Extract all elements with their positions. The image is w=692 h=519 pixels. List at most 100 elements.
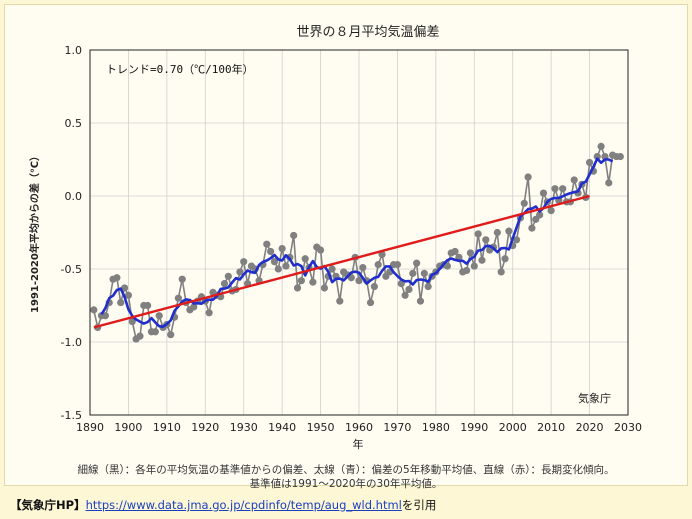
x-tick-label: 2010 (537, 421, 565, 434)
x-tick-label: 1930 (230, 421, 258, 434)
annual-data-point (290, 231, 298, 240)
annual-data-point (505, 227, 513, 235)
annual-data-point (297, 277, 305, 285)
x-tick-label: 1900 (114, 421, 142, 434)
x-tick-label: 1950 (307, 421, 335, 434)
annual-data-point (605, 179, 613, 187)
moving-average-line (100, 157, 614, 329)
annual-data-point (593, 152, 601, 161)
annual-data-point (359, 263, 367, 272)
data-marks (90, 142, 624, 343)
annual-data-point (236, 268, 244, 276)
annual-data-point (90, 306, 98, 314)
annual-data-point (397, 280, 405, 288)
caption-line-1: 細線（黒）：各年の平均気温の基準値からの偏差、太線（青）：偏差の5年移動平均値、… (77, 464, 615, 476)
annual-data-point (151, 328, 159, 336)
annual-data-point (224, 272, 232, 280)
annual-data-point (524, 173, 532, 181)
y-tick-label: -1.5 (61, 409, 82, 422)
annual-data-point (336, 297, 344, 305)
agency-mark: 気象庁 (578, 391, 611, 405)
annual-data-point (101, 312, 109, 320)
annual-data-point (493, 228, 501, 237)
annual-data-point (405, 285, 413, 294)
y-tick-label: -1.0 (61, 336, 82, 349)
annual-data-point (113, 274, 121, 282)
annual-data-point (320, 284, 329, 292)
annual-data-point (120, 284, 129, 292)
annual-data-point (178, 275, 186, 283)
annual-data-point (539, 189, 548, 197)
annual-data-point (117, 298, 125, 307)
annual-data-point (282, 262, 290, 270)
annual-data-point (551, 185, 559, 193)
annual-data-point (167, 331, 175, 339)
source-suffix: を引用 (401, 498, 437, 512)
source-prefix: 【気象庁HP】 (10, 498, 86, 512)
annual-data-point (416, 297, 425, 305)
trend-annotation: トレンド=0.70（℃/100年） (106, 62, 254, 76)
annual-data-point (293, 284, 302, 292)
annual-data-point (278, 244, 286, 253)
annual-data-point (316, 246, 325, 254)
annual-data-point (144, 301, 152, 310)
annual-data-point (190, 303, 198, 311)
annual-data-point (559, 185, 567, 193)
annual-data-point (585, 158, 594, 167)
annual-data-point (263, 240, 271, 248)
x-tick-label: 1910 (153, 421, 181, 434)
x-tick-label: 2000 (499, 421, 527, 434)
annual-data-point (597, 142, 605, 150)
annual-data-point (393, 261, 402, 269)
x-tick-label: 1960 (345, 421, 373, 434)
annual-data-point (424, 282, 432, 291)
x-tick-label: 2020 (576, 421, 604, 434)
x-tick-label: 2030 (614, 421, 642, 434)
x-tick-label: 1940 (268, 421, 296, 434)
annual-data-point (616, 152, 624, 161)
caption-line-2: 基準値は1991〜2020年の30年平均値。 (249, 478, 443, 490)
annual-data-point (274, 265, 282, 273)
annual-data-point (547, 207, 555, 215)
annual-data-point (466, 249, 475, 257)
y-tick-label: 0.5 (65, 117, 83, 130)
temperature-anomaly-chart: 世界の８月平均気温偏差 1890 1900 1910 1920 1930 1940 1950… (28, 24, 642, 451)
annual-data-point (413, 259, 421, 267)
annual-data-point (570, 176, 578, 184)
source-citation: 【気象庁HP】https://www.data.jma.go.jp/cpdinf… (10, 497, 436, 513)
annual-data-point (528, 224, 536, 232)
x-tick-label: 1890 (76, 421, 104, 434)
plot-border (89, 49, 629, 416)
annual-data-point (451, 247, 459, 256)
annual-data-point (409, 269, 417, 277)
annual-data-point (328, 265, 336, 273)
annual-series-line (93, 144, 621, 341)
annual-data-point (512, 236, 521, 244)
y-tick-label: -0.5 (61, 263, 82, 276)
annual-data-point (443, 262, 451, 270)
annual-data-point (497, 268, 505, 276)
x-tick-label: 1990 (460, 421, 488, 434)
annual-data-point (370, 282, 378, 291)
x-tick-label: 1980 (422, 421, 450, 434)
annual-data-point (128, 317, 136, 326)
chart-title: 世界の８月平均気温偏差 (296, 24, 439, 40)
annual-data-point (355, 277, 363, 285)
annual-data-point (240, 258, 248, 266)
axis-ticks: 1890 1900 1910 1920 1930 1940 1950 1960 1970 1980… (61, 44, 642, 434)
annual-data-point (474, 230, 482, 238)
annual-data-point (478, 256, 486, 264)
annual-data-point (401, 291, 409, 299)
annual-data-point (536, 211, 544, 219)
annual-data-point (482, 236, 490, 244)
y-tick-label: 0.0 (65, 190, 83, 203)
grid-lines (90, 50, 628, 415)
annual-data-point (520, 199, 528, 207)
annual-data-point (270, 258, 279, 266)
source-link[interactable]: https://www.data.jma.go.jp/cpdinfo/temp/… (85, 498, 402, 512)
annual-data-point (267, 247, 275, 256)
annual-data-point (501, 255, 509, 263)
x-tick-label: 1970 (383, 421, 411, 434)
annual-data-point (124, 291, 133, 299)
